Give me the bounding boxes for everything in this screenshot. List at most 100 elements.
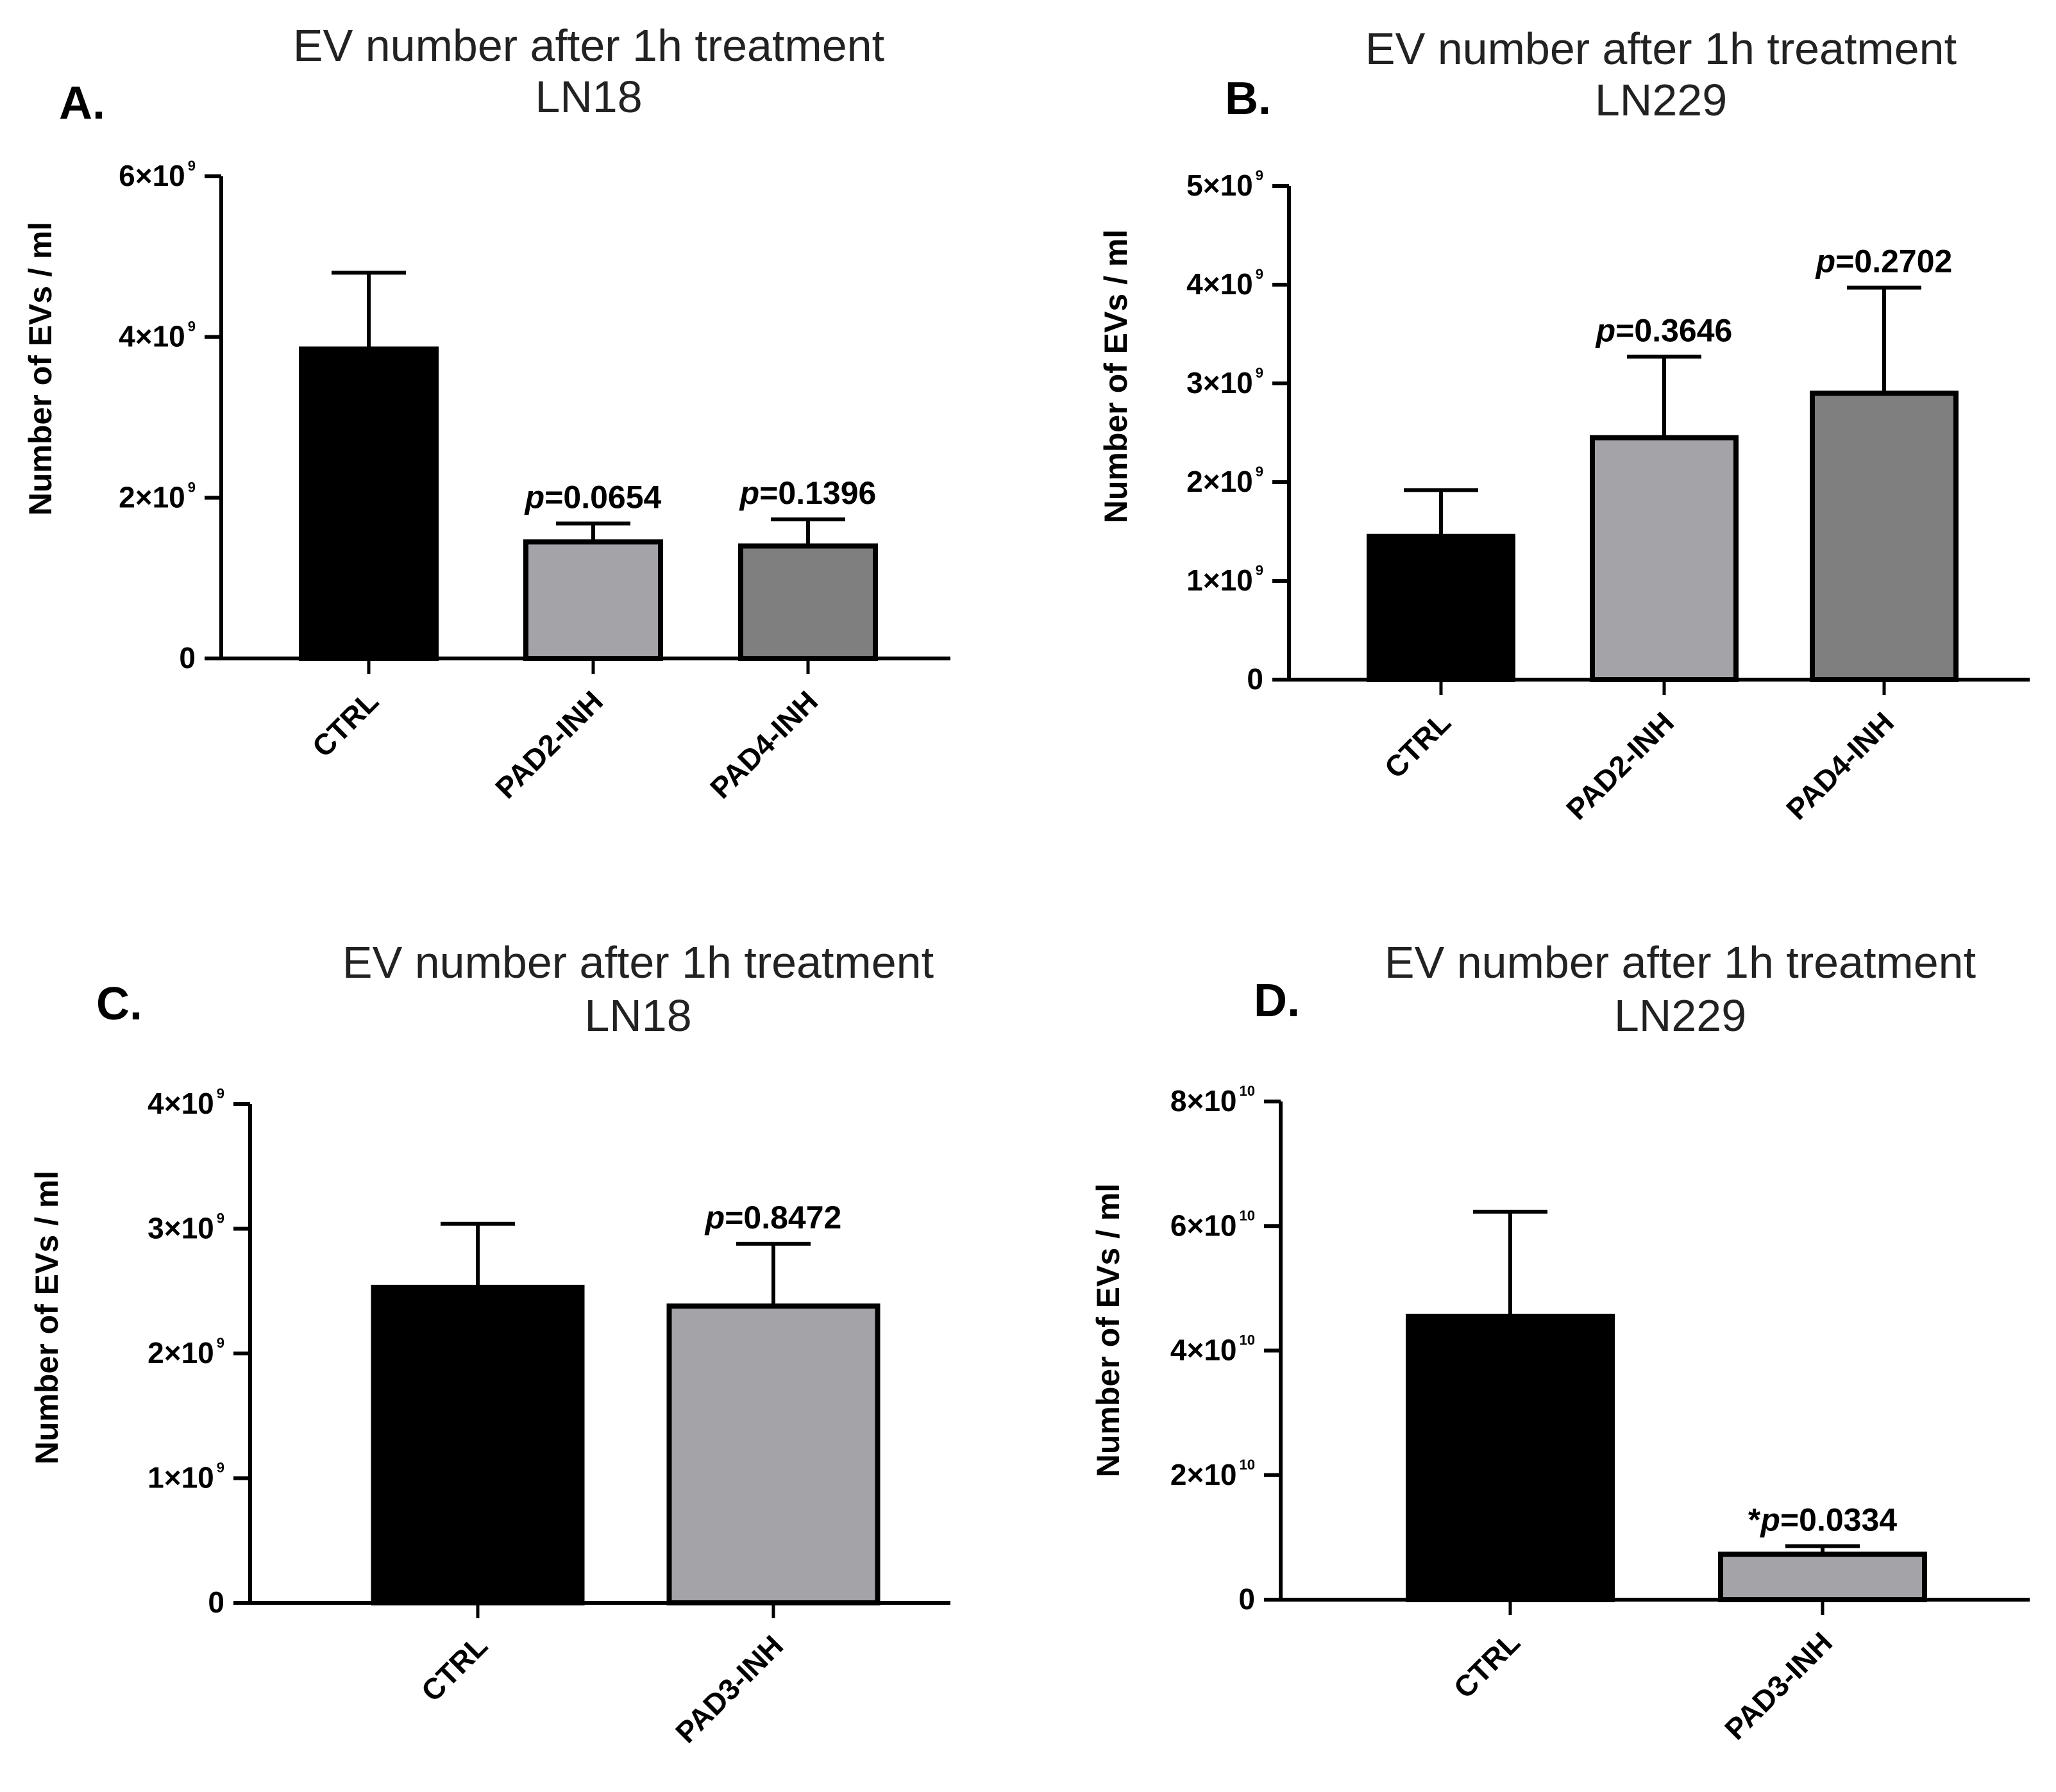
panel-d-y-tick-label: 2×10 10 xyxy=(1170,1457,1255,1491)
panel-a-y-tick-mantissa: 4×10 xyxy=(119,320,185,353)
panel-c-y-tick-exponent: 9 xyxy=(217,1460,224,1476)
panel-d-y-tick-mantissa: 4×10 xyxy=(1170,1334,1237,1367)
panel-a-y-tick-exponent: 9 xyxy=(188,479,196,495)
panel-b-p-symbol: p xyxy=(1815,244,1836,280)
panel-b-y-tick-label: 5×10 9 xyxy=(1186,167,1263,202)
panel-a-letter: A. xyxy=(59,78,105,129)
panel-b-category-label-ctrl: CTRL xyxy=(1378,705,1457,784)
panel-b-y-tick-mantissa: 5×10 xyxy=(1186,169,1253,202)
panel-a-y-tick-label: 0 xyxy=(179,641,196,674)
panel-c-y-tick-mantissa: 2×10 xyxy=(147,1336,214,1369)
panel-c-category-label-pad3-inh: PAD3-INH xyxy=(669,1629,789,1749)
panel-d-y-tick-mantissa: 0 xyxy=(1238,1582,1255,1616)
panel-b-y-tick-mantissa: 4×10 xyxy=(1186,267,1253,301)
panel-d-y-tick-exponent: 10 xyxy=(1240,1083,1255,1099)
panel-d-y-tick-label: 8×10 10 xyxy=(1170,1083,1255,1118)
panel-d-title: EV number after 1h treatment xyxy=(1385,937,1976,987)
panel-a-p-symbol: p xyxy=(524,479,545,515)
panel-d-y-tick-label: 0 xyxy=(1238,1582,1255,1616)
panel-c-p-value-pad3-inh: p=0.8472 xyxy=(704,1200,842,1235)
panel-b-y-tick-mantissa: 3×10 xyxy=(1186,366,1253,399)
panel-a-y-axis-label: Number of EVs / ml xyxy=(22,222,58,515)
panel-b-y-tick-exponent: 9 xyxy=(1256,562,1263,578)
panel-a-p-value-pad4-inh: p=0.1396 xyxy=(739,475,877,511)
panel-c-p-symbol: p xyxy=(704,1200,725,1235)
panel-b-y-tick-label: 1×10 9 xyxy=(1186,562,1263,597)
panel-c-y-tick-label: 4×10 9 xyxy=(147,1085,224,1120)
panel-b-category-label-pad4-inh: PAD4-INH xyxy=(1780,705,1900,826)
panel-b-y-tick-exponent: 9 xyxy=(1256,266,1263,282)
panel-c-y-tick-label: 2×10 9 xyxy=(147,1335,224,1369)
panel-a-category-label-ctrl: CTRL xyxy=(306,684,385,763)
panel-d-p-value-pad3-inh: *p=0.0334 xyxy=(1748,1502,1897,1537)
panel-b-bar-pad2-inh xyxy=(1590,435,1739,682)
panel-c-y-tick-mantissa: 0 xyxy=(208,1586,224,1619)
panel-b-y-tick-label: 4×10 9 xyxy=(1186,266,1263,301)
panel-d-category-label-ctrl: CTRL xyxy=(1447,1625,1526,1704)
panel-c-y-axis-label: Number of EVs / ml xyxy=(29,1171,65,1464)
panel-a-bar-pad2-inh xyxy=(523,539,663,661)
panel-d-y-tick-mantissa: 2×10 xyxy=(1170,1458,1237,1491)
panel-b-y-tick-exponent: 9 xyxy=(1256,464,1263,480)
panel-d-y-axis-label: Number of EVs / ml xyxy=(1090,1184,1126,1477)
panel-d-p-symbol: p xyxy=(1759,1502,1780,1537)
panel-d-y-tick-exponent: 10 xyxy=(1240,1207,1255,1223)
panel-c-bar-ctrl xyxy=(371,1284,585,1606)
panel-a-subtitle: LN18 xyxy=(535,72,642,122)
panel-c-y-tick-mantissa: 3×10 xyxy=(147,1212,214,1245)
panel-c-y-tick-label: 1×10 9 xyxy=(147,1460,224,1495)
panel-a-y-tick-mantissa: 2×10 xyxy=(119,480,185,514)
panel-b-y-tick-exponent: 9 xyxy=(1256,167,1263,183)
panel-b-p-value-pad2-inh: p=0.3646 xyxy=(1595,312,1733,348)
panel-b-bar-pad4-inh xyxy=(1810,390,1959,683)
panel-b-y-tick-mantissa: 1×10 xyxy=(1186,564,1253,597)
panel-a-y-tick-exponent: 9 xyxy=(188,158,196,174)
panel-d-y-tick-label: 4×10 10 xyxy=(1170,1332,1255,1367)
panel-d-bar-ctrl xyxy=(1406,1314,1615,1603)
panel-c-subtitle: LN18 xyxy=(584,991,691,1041)
panel-a-bar-pad4-inh xyxy=(738,543,878,661)
panel-c-y-tick-label: 0 xyxy=(208,1586,224,1619)
panel-d-category-label-pad3-inh: PAD3-INH xyxy=(1718,1625,1839,1746)
panel-a-bar-ctrl xyxy=(299,346,439,661)
panel-b-p-value-pad4-inh: p=0.2702 xyxy=(1815,244,1953,280)
panel-a-p-number: =0.1396 xyxy=(759,475,876,511)
panel-b-p-number: =0.2702 xyxy=(1835,244,1952,280)
panel-c-title: EV number after 1h treatment xyxy=(342,937,934,987)
panel-c-y-tick-mantissa: 4×10 xyxy=(147,1087,214,1120)
panel-c-y-tick-mantissa: 1×10 xyxy=(147,1461,214,1495)
panel-b-y-tick-mantissa: 0 xyxy=(1247,662,1263,696)
panel-c-category-label-ctrl: CTRL xyxy=(415,1629,494,1707)
panel-d-subtitle: LN229 xyxy=(1614,991,1746,1041)
panel-d-y-tick-mantissa: 8×10 xyxy=(1170,1084,1237,1118)
panel-d-letter: D. xyxy=(1254,975,1300,1026)
panel-a-y-tick-exponent: 9 xyxy=(188,319,196,335)
panel-b-letter: B. xyxy=(1225,73,1271,124)
panel-d-y-tick-mantissa: 6×10 xyxy=(1170,1209,1237,1242)
panel-a-p-value-pad2-inh: p=0.0654 xyxy=(524,479,662,515)
panel-d-p-value-star: * xyxy=(1748,1502,1761,1537)
panel-a-category-label-pad4-inh: PAD4-INH xyxy=(704,684,824,805)
panel-a-y-tick-label: 2×10 9 xyxy=(119,479,196,514)
panel-a-y-tick-mantissa: 6×10 xyxy=(119,159,185,192)
panel-a-y-tick-label: 4×10 9 xyxy=(119,319,196,353)
panel-b-y-tick-label: 3×10 9 xyxy=(1186,365,1263,399)
panel-d-y-tick-exponent: 10 xyxy=(1240,1457,1255,1473)
panel-c-y-tick-label: 3×10 9 xyxy=(147,1210,224,1245)
panel-c-letter: C. xyxy=(96,978,142,1030)
panel-b-title: EV number after 1h treatment xyxy=(1365,24,1957,74)
panel-b-p-number: =0.3646 xyxy=(1615,312,1732,348)
panel-b-p-symbol: p xyxy=(1595,312,1616,348)
panel-b-bar-ctrl xyxy=(1367,533,1515,683)
panel-a-title: EV number after 1h treatment xyxy=(293,21,884,71)
panel-a-p-number: =0.0654 xyxy=(544,479,661,515)
panel-a-y-tick-label: 6×10 9 xyxy=(119,158,196,192)
panel-c-y-tick-exponent: 9 xyxy=(217,1210,224,1227)
panel-b-y-axis-label: Number of EVs / ml xyxy=(1098,230,1134,523)
panel-b-subtitle: LN229 xyxy=(1595,75,1727,125)
panel-b-category-label-pad2-inh: PAD2-INH xyxy=(1560,705,1680,826)
panel-c-y-tick-exponent: 9 xyxy=(217,1085,224,1101)
